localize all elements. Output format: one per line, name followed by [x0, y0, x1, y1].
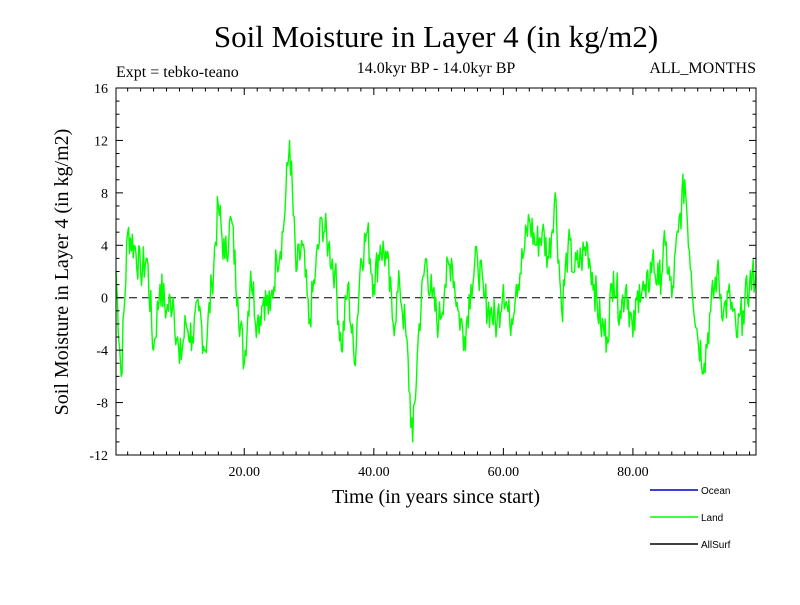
legend: Ocean Land AllSurf	[650, 486, 731, 551]
x-tick-label: 80.00	[617, 465, 649, 480]
y-tick-label: -4	[96, 344, 108, 359]
y-axis-label: Soil Moisture in Layer 4 (in kg/m2)	[51, 129, 73, 416]
y-tick-label: 16	[94, 82, 108, 97]
legend-label-land: Land	[701, 513, 723, 524]
chart-subtitle-right: ALL_MONTHS	[649, 60, 756, 77]
y-tick-label: 0	[101, 292, 108, 307]
axes-layer: -12 -8 -4 0 4 8 12 16 20.00 40.00 60.00 80.00	[89, 82, 757, 480]
y-tick-label: -12	[89, 449, 108, 464]
legend-label-allsurf: AllSurf	[701, 540, 731, 551]
y-tick-label: 8	[101, 187, 108, 202]
chart-subtitle-left: Expt = tebko-teano	[116, 64, 239, 81]
legend-label-ocean: Ocean	[701, 486, 730, 497]
series-line-land	[115, 139, 757, 443]
y-tick-label: 4	[101, 239, 108, 254]
x-tick-label: 20.00	[229, 465, 261, 480]
y-tick-label: 12	[94, 134, 108, 149]
chart-title: Soil Moisture in Layer 4 (in kg/m2)	[214, 19, 658, 54]
x-tick-label: 40.00	[358, 465, 390, 480]
chart-subtitle-center: 14.0kyr BP - 14.0kyr BP	[357, 60, 516, 77]
data-layer	[115, 139, 757, 443]
y-tick-label: -8	[96, 397, 108, 412]
x-tick-label: 60.00	[488, 465, 520, 480]
x-axis-label: Time (in years since start)	[332, 486, 540, 508]
